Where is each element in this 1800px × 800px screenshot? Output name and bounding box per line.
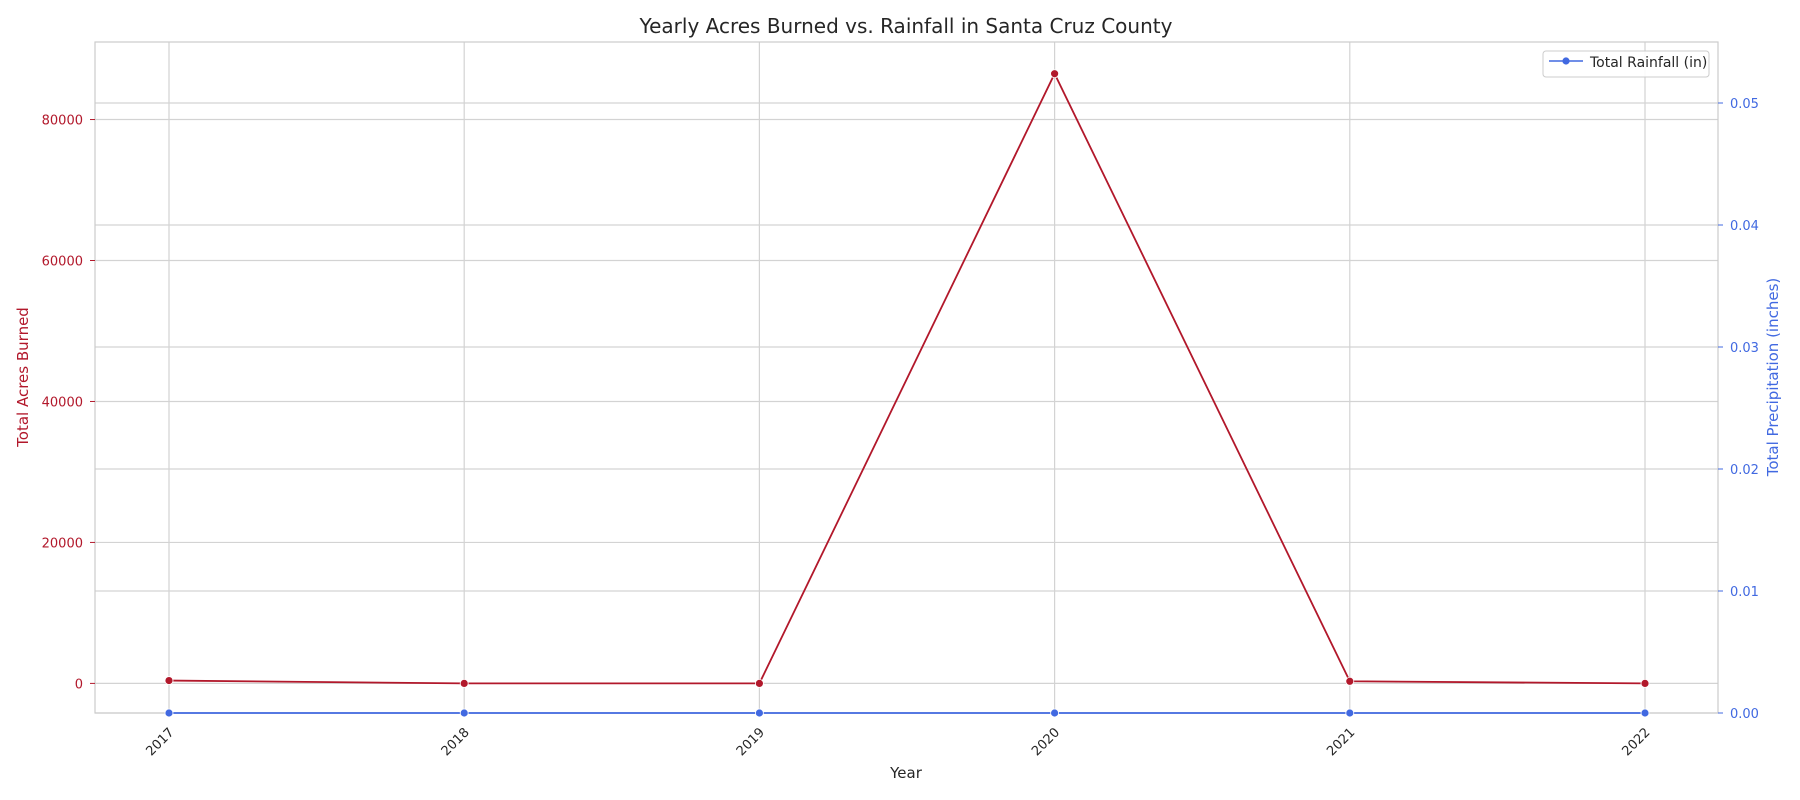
- chart-title: Yearly Acres Burned vs. Rainfall in Sant…: [639, 14, 1173, 38]
- ticks-layer: 2017 2018 2019 2020 2021 2022 0 20000 40000 60000…: [42, 97, 1759, 759]
- right-tick-label: 0.03: [1730, 341, 1759, 356]
- x-axis-label: Year: [889, 764, 923, 782]
- x-tick-label: 2019: [734, 725, 768, 759]
- right-tick-label: 0.01: [1730, 585, 1759, 600]
- series-right-point: [164, 708, 174, 718]
- series-right-point: [755, 708, 764, 718]
- left-tick-label: 40000: [42, 395, 83, 410]
- left-tick-label: 0: [75, 677, 83, 692]
- series-right-point: [459, 708, 469, 718]
- x-tick-label: 2017: [143, 725, 177, 759]
- series-left-point: [1050, 69, 1059, 79]
- left-tick-label: 20000: [42, 536, 83, 551]
- left-tick-label: 80000: [42, 114, 83, 129]
- x-tick-label: 2021: [1324, 725, 1358, 759]
- grid-layer: [95, 42, 1718, 714]
- plot-frame: [94, 41, 1719, 714]
- right-tick-label: 0.04: [1730, 219, 1759, 234]
- series-layer: [164, 69, 1650, 718]
- series-left-point: [1345, 676, 1355, 686]
- series-right-point: [1050, 708, 1059, 718]
- series-left-point: [755, 678, 764, 688]
- x-tick-label: 2020: [1029, 725, 1063, 759]
- legend-marker-swatch: [1562, 57, 1570, 65]
- left-axis-label: Total Acres Burned: [14, 307, 32, 448]
- x-tick-label: 2018: [439, 725, 473, 759]
- series-right-point: [1640, 708, 1650, 718]
- right-tick-label: 0.02: [1730, 463, 1759, 478]
- series-left-point: [1640, 678, 1650, 688]
- legend: Total Rainfall (in): [1542, 50, 1710, 78]
- series-right-point: [1345, 708, 1355, 718]
- legend-box: [1542, 50, 1710, 78]
- series-left-line: [168, 71, 1646, 685]
- left-tick-label: 60000: [42, 254, 83, 269]
- legend-label: Total Rainfall (in): [1589, 55, 1707, 71]
- right-tick-label: 0.05: [1730, 97, 1759, 112]
- series-left-point: [164, 676, 174, 685]
- series-left-point: [459, 678, 469, 688]
- right-tick-label: 0.00: [1730, 707, 1759, 722]
- x-tick-label: 2022: [1619, 725, 1653, 759]
- right-axis-label: Total Precipitation (inches): [1764, 278, 1782, 478]
